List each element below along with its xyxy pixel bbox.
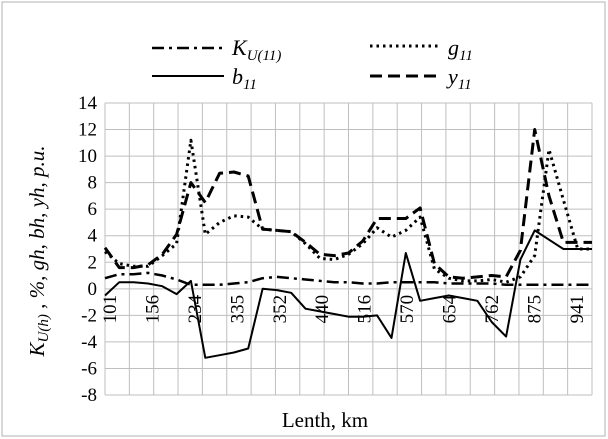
y-tick-label: 8 <box>88 173 98 194</box>
x-tick-label: 156 <box>142 295 163 324</box>
y-tick-label: -6 <box>81 358 97 379</box>
x-tick-label: 335 <box>227 295 248 324</box>
x-tick-label: 762 <box>482 295 503 324</box>
y-tick-label: -2 <box>81 305 97 326</box>
y-tick-label: 14 <box>78 93 98 114</box>
x-tick-label: 101 <box>100 295 121 324</box>
x-axis-title: Lenth, km <box>282 408 368 432</box>
x-tick-label: 234 <box>185 294 206 323</box>
y-tick-label: 12 <box>78 120 97 141</box>
y-tick-label: 4 <box>88 226 98 247</box>
x-tick-label: 352 <box>270 295 291 324</box>
x-tick-label: 941 <box>567 295 588 324</box>
x-tick-label: 570 <box>397 295 418 324</box>
y-tick-label: -4 <box>81 332 97 353</box>
x-tick-label: 440 <box>312 295 333 324</box>
y-tick-label: 2 <box>88 252 98 273</box>
y-tick-label: 6 <box>88 199 98 220</box>
y-tick-label: -8 <box>81 385 97 406</box>
x-tick-label: 654 <box>440 294 461 323</box>
y-tick-label: 0 <box>88 279 98 300</box>
plot-grid <box>105 103 592 395</box>
y-tick-label: 10 <box>78 146 97 167</box>
x-tick-label: 516 <box>355 295 376 324</box>
x-tick-label: 875 <box>524 295 545 324</box>
